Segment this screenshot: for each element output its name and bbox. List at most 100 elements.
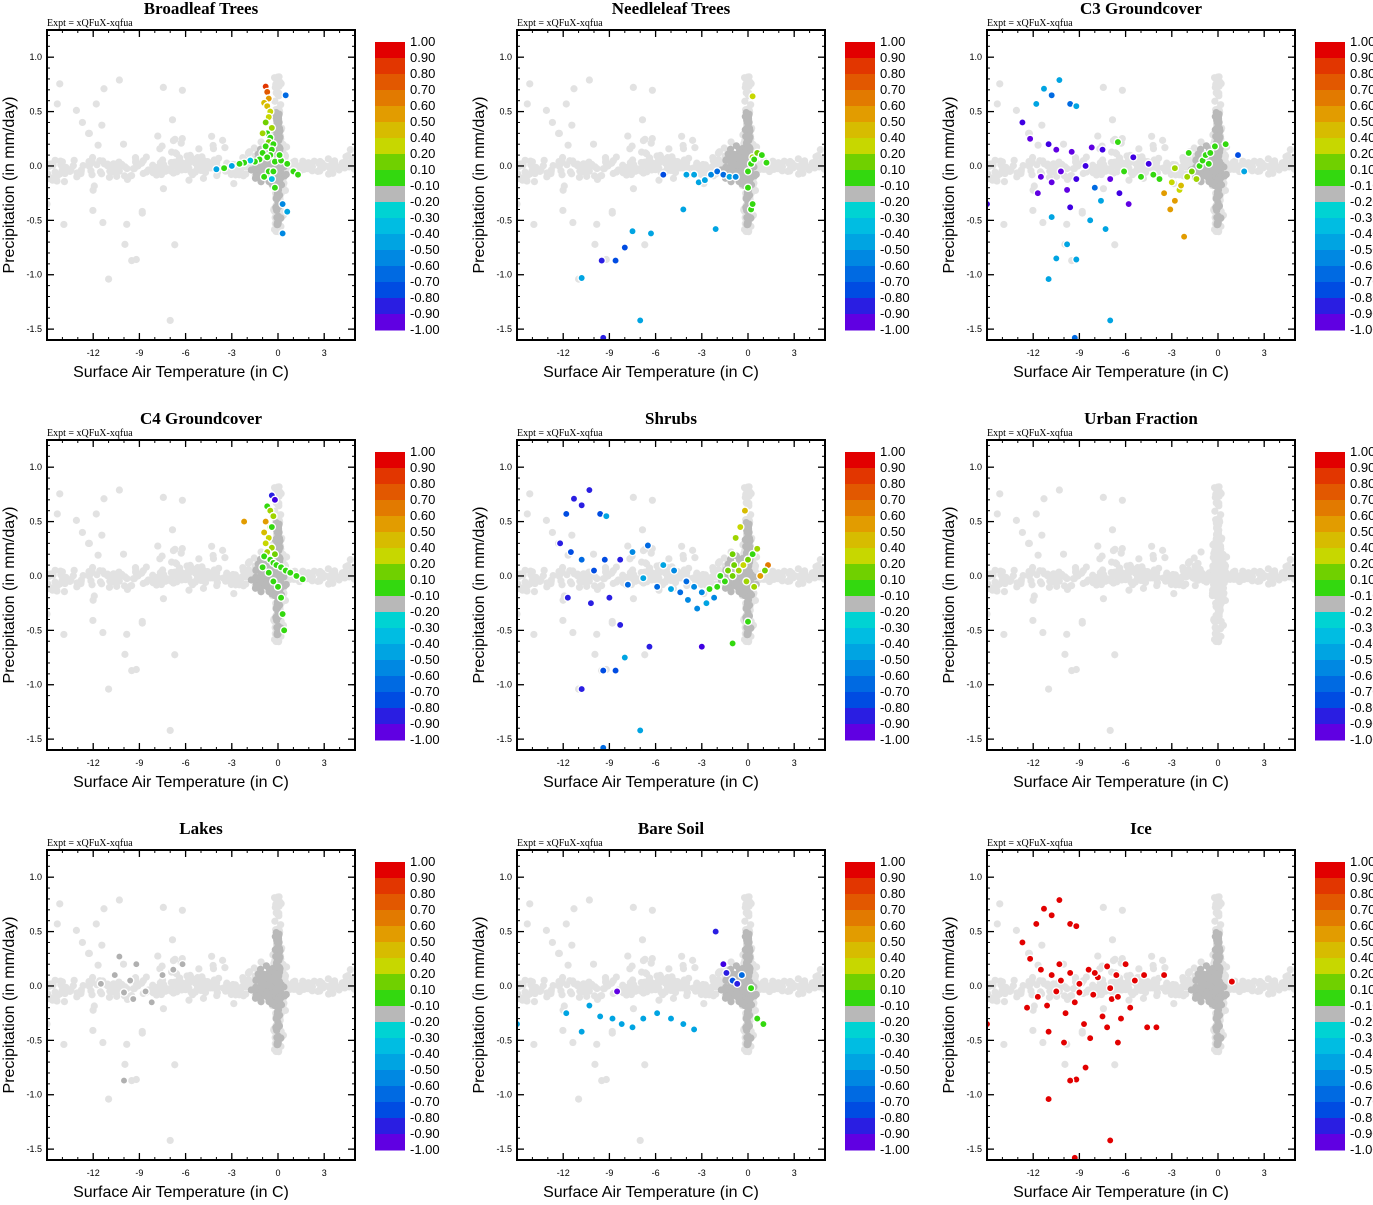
background-point xyxy=(593,575,600,582)
data-point xyxy=(294,171,301,178)
colorbar-label: -1.00 xyxy=(880,322,910,337)
colorbar-label: 0.80 xyxy=(880,66,905,81)
background-point xyxy=(1060,141,1067,148)
neutral-point xyxy=(1212,167,1219,174)
y-tick-label: -1.5 xyxy=(966,324,982,334)
background-point xyxy=(649,87,656,94)
background-point xyxy=(580,570,587,577)
background-point xyxy=(236,171,243,178)
background-point xyxy=(215,155,222,162)
x-tick-label: -9 xyxy=(1075,348,1083,358)
colorbar-box xyxy=(845,74,875,91)
background-point xyxy=(1260,164,1267,171)
background-point xyxy=(1071,165,1078,172)
background-point xyxy=(626,145,633,152)
colorbar-label: 0.20 xyxy=(410,146,435,161)
y-tick-label: 0.5 xyxy=(499,107,512,117)
background-point xyxy=(121,241,128,248)
colorbar-label: -0.60 xyxy=(1350,258,1373,273)
scatter-points xyxy=(513,73,828,341)
expt-label: Expt = xQFuX-xqfua xyxy=(517,18,603,29)
data-point xyxy=(1073,103,1080,110)
background-point xyxy=(336,576,343,583)
x-tick-label: -12 xyxy=(557,348,570,358)
background-point xyxy=(1100,84,1107,91)
x-tick-label: -6 xyxy=(652,348,660,358)
background-point xyxy=(116,486,123,493)
background-point xyxy=(1215,90,1222,97)
data-point xyxy=(1082,162,1089,169)
background-point xyxy=(171,241,178,248)
chart-title: C4 Groundcover xyxy=(140,409,262,428)
data-point xyxy=(1102,225,1109,232)
data-point xyxy=(637,317,644,324)
data-point xyxy=(1205,160,1212,167)
background-point xyxy=(806,166,813,173)
data-point xyxy=(284,208,291,215)
data-point xyxy=(1048,179,1055,186)
colorbar-box xyxy=(845,122,875,139)
x-tick-label: -6 xyxy=(1122,348,1130,358)
background-point xyxy=(98,122,105,129)
background-point xyxy=(529,568,536,575)
colorbar-box xyxy=(1315,122,1345,139)
background-point xyxy=(1026,163,1033,170)
colorbar-box xyxy=(1315,170,1345,187)
background-point xyxy=(601,165,608,172)
data-point xyxy=(213,166,220,173)
colorbar-label: -0.90 xyxy=(410,306,440,321)
data-point xyxy=(1034,190,1041,197)
background-point xyxy=(59,568,66,575)
background-point xyxy=(1180,157,1187,164)
colorbar-label: -0.90 xyxy=(1350,306,1373,321)
background-point xyxy=(591,241,598,248)
background-point xyxy=(120,551,127,558)
colorbar-box xyxy=(1315,154,1345,171)
colorbar-box xyxy=(1315,202,1345,219)
colorbar-box xyxy=(375,468,405,485)
data-point xyxy=(1207,149,1214,156)
x-tick-label: -9 xyxy=(605,348,613,358)
background-point xyxy=(123,631,130,638)
background-point xyxy=(568,122,575,129)
background-point xyxy=(202,579,209,586)
background-point xyxy=(1001,178,1008,185)
colorbar-box xyxy=(375,612,405,629)
x-tick-label: 0 xyxy=(275,348,280,358)
background-point xyxy=(642,149,649,156)
background-point xyxy=(171,546,178,553)
colorbar-label: -0.50 xyxy=(880,242,910,257)
background-point xyxy=(156,170,163,177)
background-point xyxy=(630,185,637,192)
colorbar-label: 0.60 xyxy=(410,98,435,113)
background-point xyxy=(1133,167,1140,174)
data-point xyxy=(271,184,278,191)
colorbar-box xyxy=(1315,250,1345,267)
background-point xyxy=(524,100,531,107)
background-point xyxy=(128,582,135,589)
background-point xyxy=(195,145,202,152)
background-point xyxy=(210,142,217,149)
background-point xyxy=(1271,157,1278,164)
data-point xyxy=(732,173,739,180)
colorbar-label: -0.50 xyxy=(410,242,440,257)
data-point xyxy=(1241,168,1248,175)
data-point xyxy=(1027,135,1034,142)
neutral-point xyxy=(744,144,751,151)
background-point xyxy=(320,164,327,171)
colorbar-label: 1.00 xyxy=(1350,34,1373,49)
background-point xyxy=(198,154,205,161)
background-point xyxy=(1214,75,1221,82)
expt-label: Expt = xQFuX-xqfua xyxy=(47,428,133,439)
background-point xyxy=(123,221,130,228)
colorbar-box xyxy=(845,234,875,251)
neutral-point xyxy=(1213,109,1220,116)
colorbar-label: 0.40 xyxy=(410,130,435,145)
neutral-point xyxy=(272,614,279,621)
background-point xyxy=(347,556,354,563)
background-point xyxy=(640,169,647,176)
data-point xyxy=(647,230,654,237)
colorbar-label: 0.50 xyxy=(1350,114,1373,129)
data-point xyxy=(1068,148,1075,155)
